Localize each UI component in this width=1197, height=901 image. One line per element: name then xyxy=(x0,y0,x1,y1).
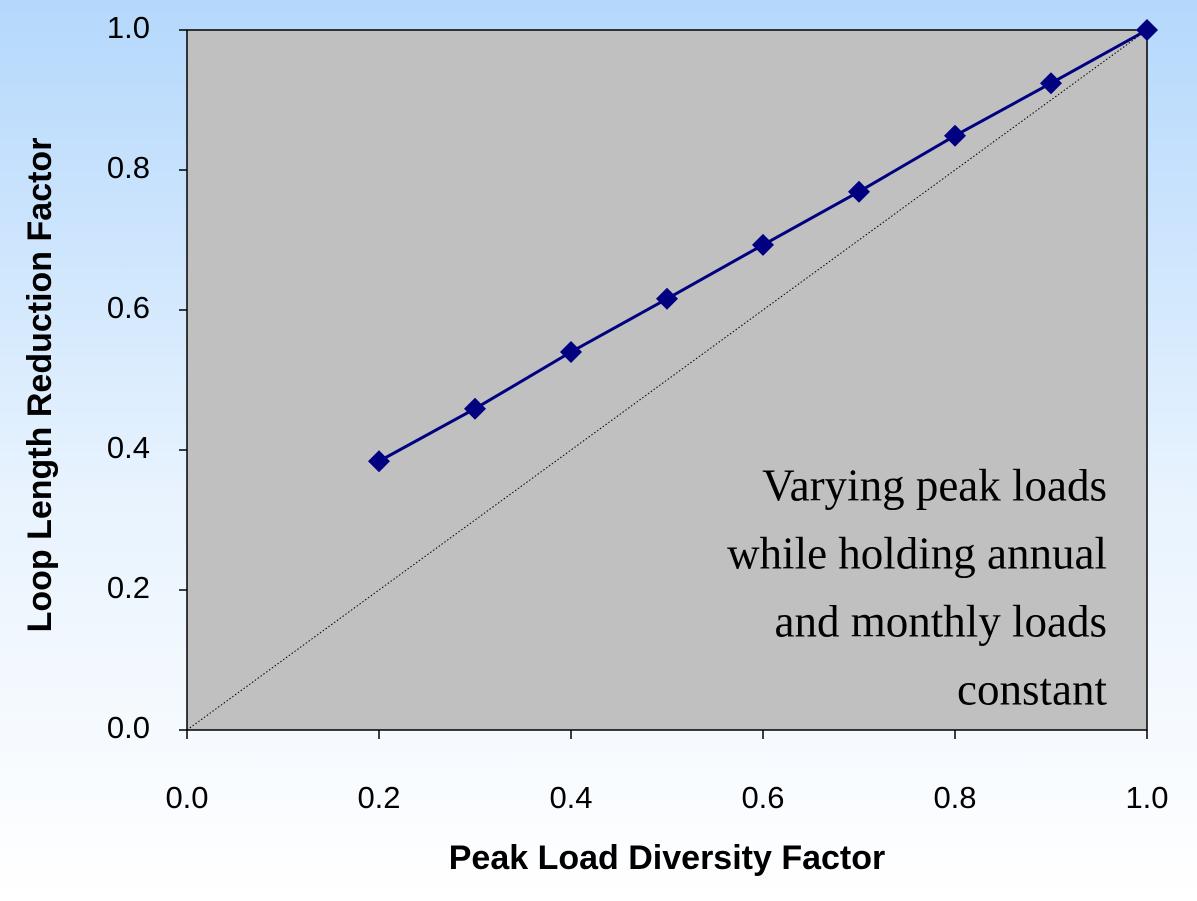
y-tick-label: 0.6 xyxy=(107,290,150,325)
y-tick-label: 1.0 xyxy=(107,10,150,45)
y-axis-title: Loop Length Reduction Factor xyxy=(21,138,59,633)
data-point xyxy=(1040,72,1062,95)
x-tick-label: 0.6 xyxy=(741,780,784,815)
y-tick-label: 0.0 xyxy=(107,710,150,745)
x-tick-label: 0.8 xyxy=(933,780,976,815)
y-tick-label: 0.2 xyxy=(107,570,150,605)
annotation: while holding annual xyxy=(727,528,1107,578)
data-point xyxy=(560,341,582,363)
x-tick-label: 1.0 xyxy=(1125,780,1168,815)
data-point xyxy=(464,397,486,420)
data-point xyxy=(656,287,678,310)
data-point xyxy=(848,180,870,203)
plot-area xyxy=(186,29,1148,731)
annotation: Varying peak loads xyxy=(762,460,1107,510)
data-point xyxy=(944,124,966,147)
annotation: and monthly loads xyxy=(775,596,1107,646)
data-point xyxy=(368,450,390,473)
x-tick-label: 0.2 xyxy=(357,780,400,815)
x-tick-label: 0.4 xyxy=(549,780,592,815)
x-tick-label: 0.0 xyxy=(165,780,208,815)
annotation: constant xyxy=(957,664,1107,714)
x-axis-title: Peak Load Diversity Factor xyxy=(449,839,886,877)
data-point xyxy=(1136,19,1158,41)
y-tick-label: 0.4 xyxy=(107,430,150,465)
data-point xyxy=(752,233,774,256)
y-tick-label: 0.8 xyxy=(107,150,150,185)
